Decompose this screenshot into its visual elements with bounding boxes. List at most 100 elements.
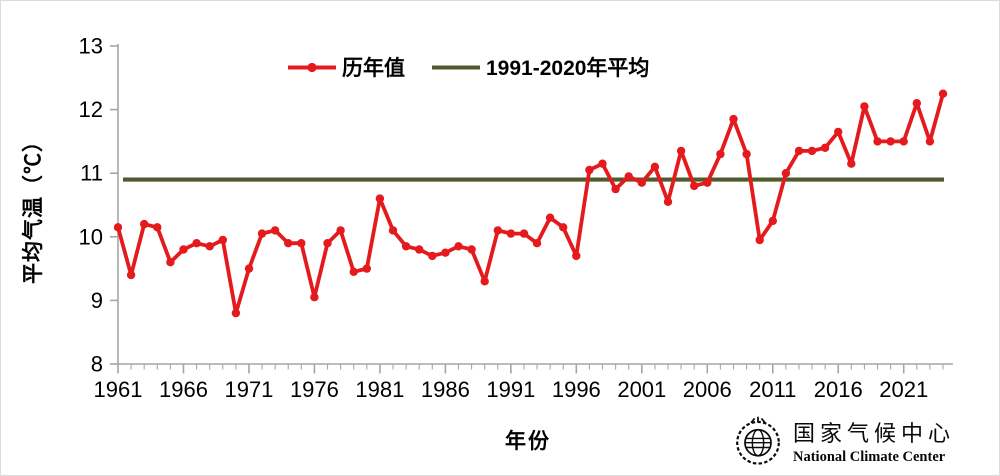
data-point xyxy=(860,102,869,111)
data-point xyxy=(415,245,424,254)
data-point xyxy=(362,264,371,273)
data-point xyxy=(624,172,633,181)
y-axis-title: 平均气温（℃） xyxy=(22,130,45,284)
data-point xyxy=(467,245,476,254)
legend-mean-label: 1991-2020年平均 xyxy=(486,57,650,80)
y-tick-label: 13 xyxy=(79,34,103,59)
ncc-logo-text: 国家气候中心 National Climate Center xyxy=(793,416,955,466)
data-point xyxy=(663,197,673,206)
data-point xyxy=(375,194,385,203)
data-point xyxy=(873,137,882,146)
x-tick-label: 1981 xyxy=(355,377,404,402)
chart-legend: 历年值 1991-2020年平均 xyxy=(287,52,649,82)
data-point xyxy=(284,239,293,248)
data-point xyxy=(637,178,646,187)
data-point xyxy=(938,89,948,98)
y-tick-label: 10 xyxy=(79,224,103,249)
data-point xyxy=(428,251,437,261)
data-point xyxy=(323,239,332,248)
y-tick-label: 9 xyxy=(91,288,103,313)
data-point xyxy=(270,226,280,235)
data-point xyxy=(912,99,921,108)
data-point xyxy=(153,223,162,232)
data-point xyxy=(676,146,686,156)
data-point xyxy=(166,258,175,267)
data-point xyxy=(519,229,529,238)
data-point xyxy=(310,293,319,302)
data-point xyxy=(559,223,568,232)
data-point xyxy=(834,127,843,137)
data-point xyxy=(441,248,450,257)
y-tick-label: 8 xyxy=(91,352,103,377)
x-axis-title: 年份 xyxy=(505,430,551,453)
x-tick-label: 2011 xyxy=(749,377,796,402)
ncc-logo: 国家气候中心 National Climate Center xyxy=(732,415,955,467)
legend-item-mean: 1991-2020年平均 xyxy=(431,52,649,82)
legend-item-series: 历年值 xyxy=(287,52,405,82)
x-tick-label: 2006 xyxy=(683,377,732,402)
data-point xyxy=(257,229,267,238)
x-tick-label: 1991 xyxy=(486,377,535,402)
x-tick-label: 1966 xyxy=(159,377,208,402)
legend-series-label: 历年值 xyxy=(342,57,405,80)
data-point xyxy=(349,267,358,276)
data-point xyxy=(179,245,188,254)
data-point xyxy=(205,242,214,251)
data-point xyxy=(886,137,895,146)
data-point xyxy=(650,162,660,171)
x-tick-label: 1976 xyxy=(290,377,339,402)
data-point xyxy=(401,242,411,251)
mean-line-icon xyxy=(432,65,480,69)
data-point xyxy=(768,216,777,226)
x-tick-label: 2016 xyxy=(814,377,863,402)
data-point xyxy=(336,226,345,235)
data-point xyxy=(755,235,764,245)
ncc-name-en: National Climate Center xyxy=(792,449,946,465)
data-point xyxy=(703,178,712,187)
data-point xyxy=(113,223,123,232)
x-tick-label: 2021 xyxy=(879,377,928,402)
data-point xyxy=(506,229,516,238)
y-tick-label: 11 xyxy=(80,161,103,186)
series-line-icon xyxy=(288,62,336,72)
x-tick-label: 1996 xyxy=(552,377,601,402)
data-point xyxy=(820,143,830,152)
data-point xyxy=(781,169,791,178)
data-point xyxy=(140,219,149,229)
data-point xyxy=(532,239,542,248)
x-tick-label: 1986 xyxy=(421,377,470,402)
data-point xyxy=(925,137,935,146)
data-point xyxy=(480,277,489,286)
data-point xyxy=(297,239,306,248)
data-point xyxy=(899,137,908,146)
series-line xyxy=(116,91,945,316)
data-point xyxy=(716,149,725,159)
data-point xyxy=(598,159,607,168)
data-point xyxy=(611,184,620,194)
data-point xyxy=(847,159,856,168)
data-point xyxy=(742,149,751,159)
data-point xyxy=(454,242,463,251)
x-tick-label: 2001 xyxy=(617,377,666,402)
data-point xyxy=(690,181,699,191)
data-point xyxy=(807,146,817,156)
y-tick-label: 12 xyxy=(79,97,103,122)
x-tick-label: 1971 xyxy=(224,377,273,402)
data-point xyxy=(231,308,241,318)
data-point xyxy=(244,264,254,273)
data-point xyxy=(493,226,502,235)
data-point xyxy=(572,251,581,261)
data-point xyxy=(585,165,594,175)
data-point xyxy=(729,114,738,124)
data-point xyxy=(794,146,804,156)
data-point xyxy=(545,213,555,222)
data-point xyxy=(218,235,227,245)
data-point xyxy=(126,270,136,280)
data-point xyxy=(192,239,201,248)
ncc-name-cn: 国家气候中心 xyxy=(792,421,955,446)
data-point xyxy=(388,226,398,235)
x-tick-label: 1961 xyxy=(94,377,143,402)
ncc-emblem-icon xyxy=(736,416,780,465)
